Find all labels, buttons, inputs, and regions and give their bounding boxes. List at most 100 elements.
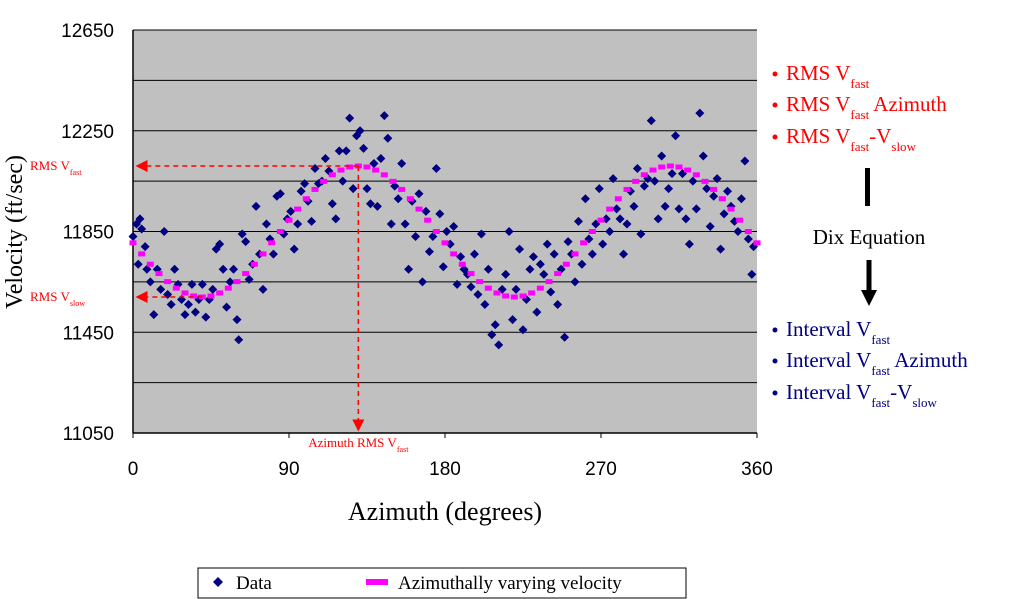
data-point: [251, 201, 261, 211]
data-point: [135, 214, 145, 224]
text-part: Interval V: [786, 317, 871, 341]
data-point: [197, 279, 207, 289]
curve-point: [406, 196, 414, 202]
data-point: [501, 269, 511, 279]
data-point: [719, 209, 729, 219]
curve-point: [753, 240, 761, 246]
data-point: [466, 282, 476, 292]
data-point: [431, 164, 441, 174]
curve-point: [675, 164, 683, 170]
data-point: [417, 277, 427, 287]
data-point: [289, 244, 299, 254]
flow-item: RMS Vfast Azimuth: [786, 92, 947, 122]
curve-point: [302, 196, 310, 202]
data-point: [528, 252, 538, 262]
curve-point: [311, 186, 319, 192]
legend-label: Data: [236, 573, 272, 594]
data-point: [577, 259, 587, 269]
data-point: [359, 143, 369, 153]
data-point: [369, 158, 379, 168]
curve-point: [554, 271, 562, 277]
subscript: fast: [397, 445, 409, 454]
data-point: [653, 214, 663, 224]
subscript: slow: [70, 298, 85, 307]
curve-point: [259, 251, 267, 257]
data-point: [365, 199, 375, 209]
data-point: [639, 181, 649, 191]
data-point: [709, 191, 719, 201]
flow-bar: [865, 168, 870, 206]
data-point: [258, 284, 268, 294]
curve-point: [372, 167, 380, 173]
data-point: [180, 310, 190, 320]
data-point: [456, 252, 466, 262]
curve-point: [467, 271, 475, 277]
curve-point: [337, 167, 345, 173]
curve-point: [710, 186, 718, 192]
data-point: [397, 158, 407, 168]
data-point: [286, 206, 296, 216]
curve-point: [138, 251, 146, 257]
data-point: [549, 249, 559, 259]
curve-point: [649, 167, 657, 173]
curve-point: [640, 172, 648, 178]
data-point: [598, 239, 608, 249]
data-point: [140, 242, 150, 252]
data-point: [293, 219, 303, 229]
data-point: [747, 269, 757, 279]
data-point: [702, 184, 712, 194]
data-point: [244, 274, 254, 284]
data-point: [183, 300, 193, 310]
curve-point: [744, 229, 752, 234]
curve-point: [172, 285, 180, 291]
data-point: [208, 284, 218, 294]
curve-point: [571, 251, 579, 257]
curve-point: [580, 240, 588, 246]
curve-point: [588, 229, 596, 234]
data-point: [553, 300, 563, 310]
text-part: Azimuth RMS V: [308, 435, 397, 450]
data-point: [393, 194, 403, 204]
text-part: RMS V: [30, 289, 70, 304]
curve-point: [389, 178, 397, 184]
data-point: [201, 312, 211, 322]
curve-point: [432, 229, 440, 234]
data-point: [296, 186, 306, 196]
data-point: [542, 239, 552, 249]
data-point: [438, 262, 448, 272]
text-part: Azimuth: [869, 92, 947, 116]
data-point: [348, 184, 358, 194]
curve-point: [224, 285, 232, 291]
curve-point: [155, 271, 163, 277]
data-point: [487, 330, 497, 340]
curve-point: [164, 279, 172, 285]
subscript: slow: [912, 395, 937, 410]
data-point: [716, 244, 726, 254]
data-point: [532, 307, 542, 317]
curve-point: [129, 240, 137, 246]
curve-point: [484, 285, 492, 291]
y-tick-label: 12650: [61, 21, 114, 42]
data-point: [712, 174, 722, 184]
data-point: [229, 264, 239, 274]
data-point: [473, 289, 483, 299]
curve-point: [623, 186, 631, 192]
data-point: [400, 219, 410, 229]
data-point: [671, 131, 681, 141]
data-point: [723, 186, 733, 196]
y-tick-label: 11050: [63, 424, 114, 445]
curve-point: [328, 172, 336, 178]
data-point: [539, 269, 549, 279]
bullet: [772, 134, 778, 140]
data-point: [688, 176, 698, 186]
curve-point: [502, 293, 510, 299]
legend-marker: [366, 579, 388, 585]
curve-point: [597, 217, 605, 223]
data-point: [137, 224, 147, 234]
flow-item: Interval Vfast Azimuth: [786, 348, 968, 378]
data-point: [159, 227, 169, 236]
annotation-label: Azimuth RMS Vfast: [308, 435, 409, 454]
curve-point: [614, 196, 622, 202]
text-part: Interval V: [786, 380, 871, 404]
data-point: [664, 184, 674, 194]
